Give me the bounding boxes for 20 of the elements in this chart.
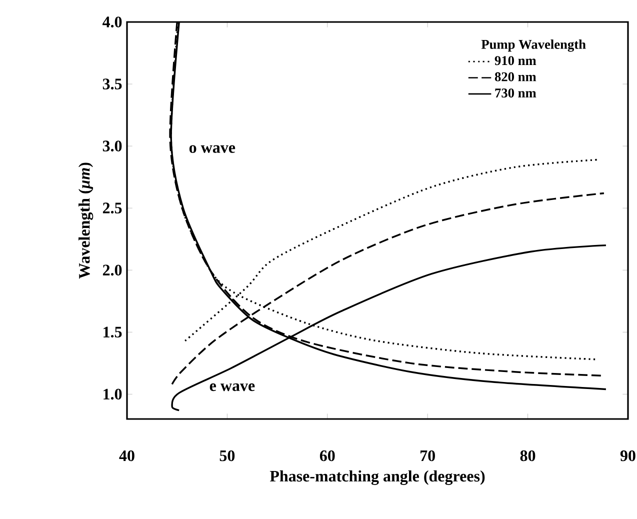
y-tick-label: 4.0	[102, 16, 122, 28]
y-tick-label: 2.5	[102, 202, 122, 214]
y-tick-label: 3.5	[102, 78, 122, 90]
legend-label: 820 nm	[494, 72, 536, 82]
y-tick-label: 2.0	[102, 264, 122, 276]
legend-label: 910 nm	[494, 56, 536, 66]
x-tick-label: 70	[420, 450, 435, 462]
legend-label: 730 nm	[495, 88, 536, 98]
x-tick-label: 80	[520, 450, 536, 462]
legend-title: Pump Wavelength	[481, 40, 586, 52]
y-tick-label: 1.0	[104, 388, 122, 400]
x-tick-label: 40	[119, 450, 134, 462]
y-tick-label: 3.0	[102, 140, 122, 152]
annotation: e wave	[210, 383, 255, 392]
x-axis-title: Phase-matching angle (degrees)	[270, 470, 485, 485]
x-tick-label: 60	[320, 450, 335, 462]
x-tick-label: 90	[620, 450, 636, 462]
annotation: o wave	[189, 145, 236, 153]
y-tick-label: 1.5	[104, 326, 122, 338]
x-tick-label: 50	[220, 450, 235, 462]
